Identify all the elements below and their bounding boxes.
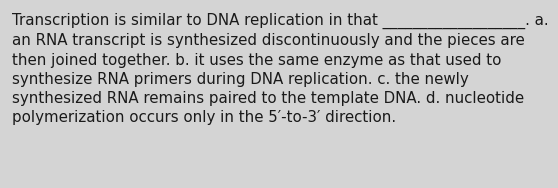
Text: Transcription is similar to DNA replication in that ___________________. a. an R: Transcription is similar to DNA replicat…	[12, 13, 549, 125]
